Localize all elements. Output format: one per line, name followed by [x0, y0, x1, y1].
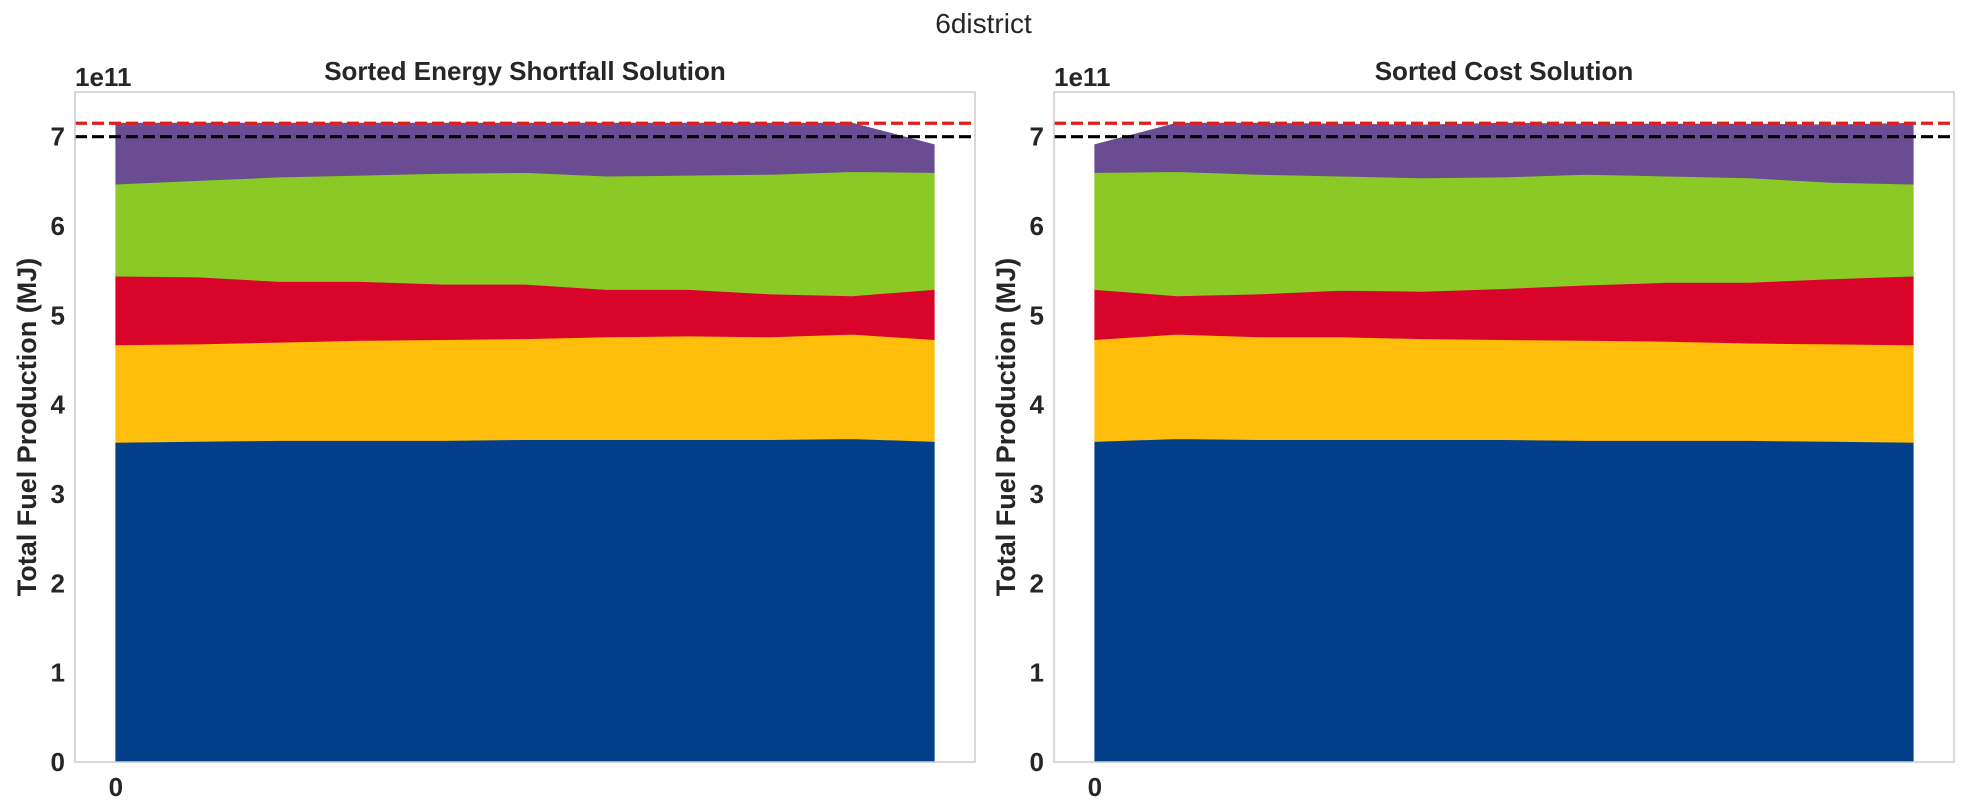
chart-panel-2: 0 1 2 3 4 5 6 7 0 1e11 Sorted Cost Solution Total F…	[991, 56, 1955, 802]
area-series-4	[1094, 170, 1914, 297]
area-series-2	[115, 333, 935, 443]
area-series-2	[1094, 333, 1914, 443]
y-tick-label: 4	[1030, 390, 1045, 420]
y-tick-label: 7	[1030, 122, 1044, 152]
y-tick-label: 2	[51, 568, 65, 598]
y-tick-label: 6	[51, 211, 65, 241]
y-offset-text: 1e11	[75, 62, 131, 92]
y-tick-label: 1	[1030, 658, 1044, 688]
area-series-1	[1094, 438, 1914, 763]
y-offset-text: 1e11	[1054, 62, 1110, 92]
y-tick-label: 0	[1030, 747, 1044, 777]
y-tick-label: 7	[51, 122, 65, 152]
area-series-4	[115, 170, 935, 297]
chart-title: Sorted Cost Solution	[1375, 56, 1634, 86]
y-tick-label: 3	[1030, 479, 1044, 509]
y-tick-label: 5	[51, 300, 65, 330]
x-tick-label: 0	[109, 772, 123, 802]
chart-panel-1: 0 1 2 3 4 5 6 7 0 1e11 Sorted Energy Shortfall Sol…	[12, 56, 976, 802]
x-tick-label: 0	[1088, 772, 1102, 802]
y-tick-label: 3	[51, 479, 65, 509]
y-tick-label: 4	[51, 390, 66, 420]
area-series-1	[115, 438, 935, 763]
figure-suptitle: 6district	[935, 8, 1032, 39]
axes-frame	[1053, 91, 1955, 763]
axes-frame	[74, 91, 976, 763]
y-tick-label: 1	[51, 658, 65, 688]
chart-title: Sorted Energy Shortfall Solution	[324, 56, 726, 86]
y-axis-label: Total Fuel Production (MJ)	[12, 258, 42, 596]
y-tick-label: 5	[1030, 300, 1044, 330]
y-tick-label: 2	[1030, 568, 1044, 598]
y-tick-label: 0	[51, 747, 65, 777]
y-axis-label: Total Fuel Production (MJ)	[991, 258, 1021, 596]
y-tick-label: 6	[1030, 211, 1044, 241]
